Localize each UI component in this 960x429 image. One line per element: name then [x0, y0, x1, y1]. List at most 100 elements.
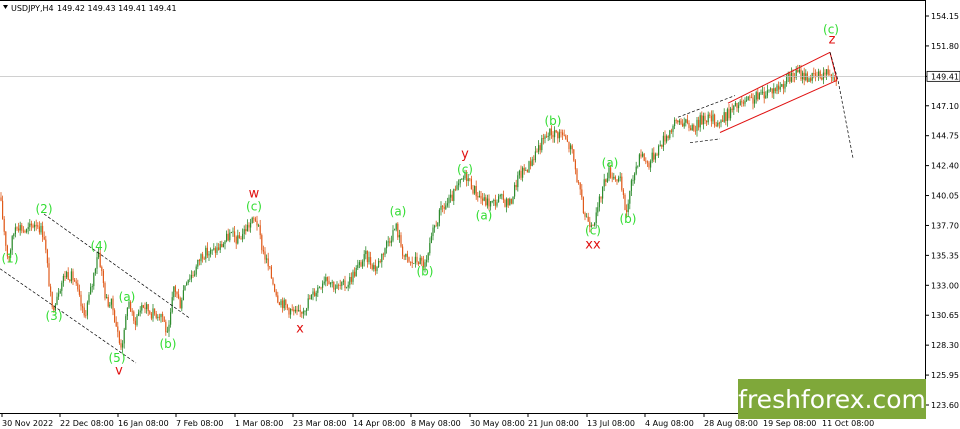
candle-body — [701, 115, 703, 125]
candle-body — [126, 307, 128, 317]
candle-body — [158, 316, 160, 318]
candle-body — [749, 96, 751, 98]
candle-body — [294, 309, 296, 312]
candle-body — [211, 249, 213, 251]
candle-body — [613, 176, 615, 179]
candles-layer — [0, 64, 837, 353]
candle-body — [75, 281, 77, 284]
candle-body — [317, 287, 319, 293]
candle-body — [640, 154, 642, 157]
candle-body — [798, 69, 800, 73]
candle-body — [638, 154, 640, 166]
candle-body — [262, 250, 264, 252]
candle-body — [74, 280, 76, 282]
candle-body — [829, 74, 831, 76]
ohlc-readout: 149.42 149.43 149.41 149.41 — [57, 4, 177, 13]
candle-body — [754, 99, 756, 104]
candle-body — [720, 120, 722, 124]
symbol-dropdown-icon — [3, 5, 8, 9]
candle-body — [362, 261, 364, 267]
candle-body — [394, 229, 396, 231]
candle-body — [243, 229, 245, 235]
candle-body — [104, 283, 106, 299]
candle-body — [24, 230, 26, 233]
candle-body — [648, 162, 650, 168]
candle-body — [778, 85, 780, 90]
candle-body — [192, 275, 194, 276]
y-tick-label: 135.35 — [931, 251, 959, 260]
candle-body — [464, 172, 466, 179]
candle-body — [443, 206, 445, 209]
candle-body — [645, 160, 647, 162]
candle-body — [376, 266, 378, 272]
candle-body — [51, 292, 53, 307]
candle-body — [563, 134, 565, 136]
candle-body — [746, 99, 748, 101]
candle-body — [237, 235, 239, 244]
candle-body — [26, 229, 28, 233]
candle-body — [181, 300, 183, 309]
wave-label-green: (b) — [620, 212, 637, 226]
candle-body — [246, 224, 248, 232]
candle-body — [718, 122, 720, 124]
candle-body — [378, 261, 380, 267]
candle-body — [738, 105, 740, 109]
candle-body — [579, 182, 581, 190]
candle-body — [403, 255, 405, 257]
candle-body — [536, 151, 538, 153]
candle-body — [42, 225, 44, 238]
candle-body — [90, 287, 92, 295]
candle-body — [571, 145, 573, 150]
candle-body — [608, 167, 610, 179]
candle-body — [186, 283, 188, 286]
candle-body — [410, 261, 412, 263]
candle-body — [442, 205, 444, 207]
wave-label-green: (1) — [2, 252, 19, 266]
candle-body — [66, 272, 68, 278]
candle-body — [18, 228, 20, 231]
candle-body — [254, 218, 256, 221]
candle-body — [176, 291, 178, 295]
candle-body — [667, 136, 669, 138]
candle-body — [390, 240, 392, 243]
candle-body — [288, 307, 290, 315]
candle-body — [573, 149, 575, 161]
candle-body — [22, 230, 24, 232]
candle-body — [27, 227, 29, 230]
candle-body — [549, 128, 551, 136]
candle-body — [358, 262, 360, 265]
candle-body — [315, 292, 317, 297]
candle-body — [128, 301, 130, 308]
candle-body — [630, 180, 632, 191]
x-tick-label: 13 Jul 08:00 — [587, 419, 635, 428]
candle-body — [282, 300, 284, 309]
candle-body — [574, 160, 576, 170]
candle-body — [646, 161, 648, 163]
candle-body — [216, 247, 218, 253]
candle-body — [542, 138, 544, 139]
candle-body — [346, 287, 348, 289]
candle-body — [565, 135, 567, 140]
candle-body — [230, 232, 232, 233]
candle-body — [163, 316, 165, 322]
candle-body — [517, 175, 519, 188]
candle-body — [430, 236, 432, 244]
candle-body — [141, 305, 143, 311]
y-tick-label: 130.65 — [931, 311, 959, 320]
candle-body — [632, 180, 634, 182]
candle-body — [306, 308, 308, 312]
candle-body — [520, 170, 522, 178]
candle-body — [466, 172, 468, 182]
candle-body — [552, 134, 554, 138]
candle-body — [195, 266, 197, 275]
candle-body — [715, 125, 717, 127]
candle-body — [91, 286, 93, 288]
candle-body — [723, 112, 725, 122]
candle-body — [592, 225, 594, 227]
candle-body — [560, 132, 562, 134]
wave-label-red: y — [461, 147, 469, 162]
candle-body — [261, 235, 263, 251]
wave-label-green: (b) — [160, 337, 177, 351]
candle-body — [325, 277, 327, 282]
